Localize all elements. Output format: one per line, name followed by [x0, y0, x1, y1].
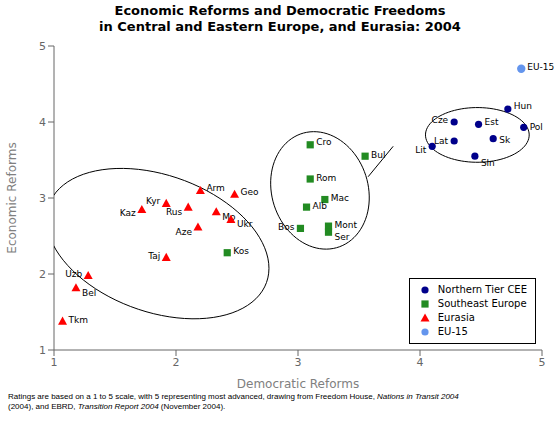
svg-text:Bul: Bul	[371, 150, 385, 160]
svg-text:Mont: Mont	[335, 220, 358, 230]
svg-text:2: 2	[39, 268, 46, 281]
svg-text:Kaz: Kaz	[120, 208, 136, 218]
svg-text:5: 5	[39, 40, 46, 53]
html-text:Northern Tier CEE: Northern Tier CEE	[437, 284, 527, 295]
svg-text:Economic Reforms: Economic Reforms	[8, 142, 19, 253]
svg-text:Est: Est	[485, 117, 499, 127]
svg-text:Pol: Pol	[530, 122, 543, 132]
svg-text:Rus: Rus	[166, 207, 183, 217]
svg-text:1: 1	[39, 344, 46, 357]
svg-text:Ukr: Ukr	[237, 219, 253, 229]
svg-text:Ser: Ser	[335, 232, 350, 242]
svg-text:Democratic Reforms: Democratic Reforms	[237, 377, 359, 390]
svg-text:Bos: Bos	[278, 222, 295, 232]
html-text:EU-15: EU-15	[437, 326, 468, 337]
svg-text:Cro: Cro	[316, 137, 332, 147]
svg-text:Sk: Sk	[499, 135, 511, 145]
svg-text:Hun: Hun	[514, 101, 532, 111]
html-text:Eurasia: Eurasia	[437, 312, 475, 323]
svg-text:2: 2	[173, 356, 180, 369]
svg-text:Rom: Rom	[316, 173, 336, 183]
svg-text:Mac: Mac	[331, 193, 349, 203]
svg-text:Arm: Arm	[206, 183, 224, 193]
svg-text:Kos: Kos	[233, 246, 249, 256]
svg-text:3: 3	[39, 192, 46, 205]
html-text:Southeast Europe: Southeast Europe	[437, 298, 527, 309]
svg-text:4: 4	[39, 116, 46, 129]
svg-text:Mo: Mo	[222, 211, 236, 222]
svg-text:5: 5	[539, 356, 546, 369]
svg-text:4: 4	[417, 356, 424, 369]
svg-text:Alb: Alb	[313, 201, 328, 211]
svg-text:Lat: Lat	[434, 136, 449, 146]
svg-text:1: 1	[51, 356, 58, 369]
html-text:Ratings are based on a 1 to 5: Ratings are based on a 1 to 5 scale, wit…	[8, 392, 459, 411]
svg-text:Tkm: Tkm	[68, 315, 88, 325]
html-text:Economic Reforms and Democrati: Economic Reforms and Democratic Freedoms…	[99, 3, 461, 34]
svg-text:Geo: Geo	[241, 187, 260, 197]
svg-text:Sln: Sln	[481, 158, 495, 168]
svg-text:Kyr: Kyr	[146, 196, 161, 206]
svg-text:Aze: Aze	[176, 227, 193, 237]
svg-text:Bel: Bel	[82, 288, 96, 298]
svg-text:Cze: Cze	[432, 115, 449, 125]
svg-text:3: 3	[295, 356, 302, 369]
svg-text:EU-15: EU-15	[527, 62, 552, 72]
svg-text:Uzb: Uzb	[65, 269, 82, 279]
svg-text:Taj: Taj	[147, 251, 160, 261]
svg-text:Lit: Lit	[415, 145, 427, 155]
